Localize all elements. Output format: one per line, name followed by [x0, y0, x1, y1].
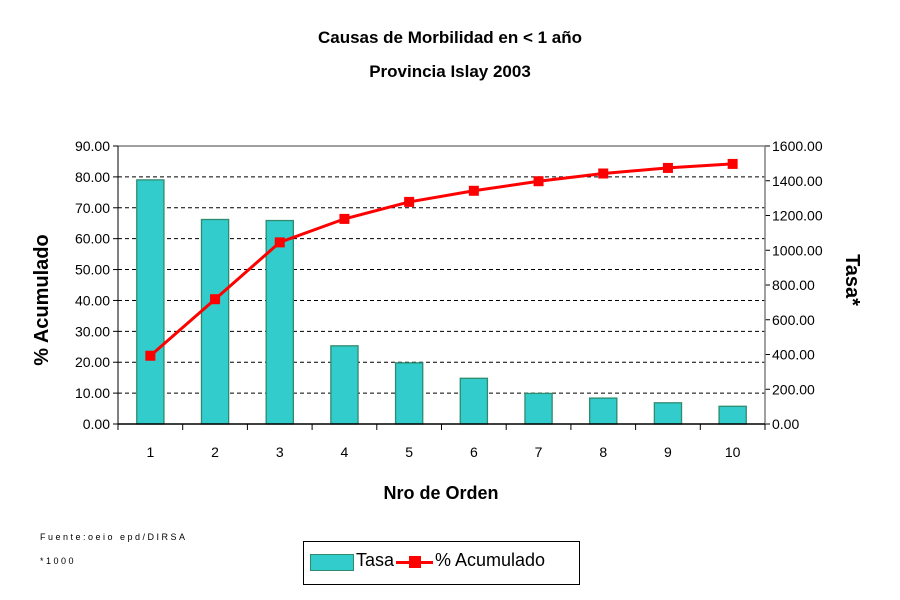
line-acumulado — [149, 162, 733, 357]
y-tick-label-left: 90.00 — [75, 138, 110, 154]
y-tick-label-right: 1000.00 — [772, 242, 823, 258]
x-tick-label: 7 — [535, 444, 543, 460]
y-tick-label-left: 10.00 — [75, 385, 110, 401]
point-acumulado — [210, 294, 221, 305]
bar-tasa — [589, 397, 618, 425]
y-tick-label-left: 40.00 — [75, 292, 110, 308]
point-acumulado — [727, 158, 738, 169]
y-tick-label-left: 50.00 — [75, 262, 110, 278]
bar-tasa — [200, 218, 230, 425]
point-acumulado — [468, 185, 479, 196]
footnote: *1000 — [40, 556, 77, 566]
point-acumulado — [404, 196, 415, 207]
x-tick-label: 4 — [341, 444, 349, 460]
bar-tasa — [459, 377, 489, 425]
x-tick-label: 2 — [211, 444, 219, 460]
x-tick-label: 8 — [599, 444, 607, 460]
bar-tasa — [394, 362, 424, 425]
x-tick-label: 9 — [664, 444, 672, 460]
point-acumulado — [145, 350, 156, 361]
source-note: Fuente:oeio epd/DIRSA — [40, 532, 188, 542]
y-tick-label-right: 800.00 — [772, 277, 815, 293]
y-tick-label-left: 80.00 — [75, 169, 110, 185]
bar-tasa — [653, 402, 683, 425]
x-axis-title: Nro de Orden — [383, 483, 498, 503]
x-tick-label: 1 — [146, 444, 154, 460]
chart-subtitle: Provincia Islay 2003 — [369, 62, 531, 81]
point-acumulado — [662, 162, 673, 173]
x-tick-label: 3 — [276, 444, 284, 460]
legend-label-tasa: Tasa — [356, 550, 395, 570]
bar-tasa — [330, 345, 359, 425]
legend-marker-acumulado — [409, 556, 421, 568]
point-acumulado — [598, 168, 609, 179]
legend: Tasa % Acumulado — [303, 541, 580, 585]
x-tick-label: 5 — [405, 444, 413, 460]
y-tick-label-right: 400.00 — [772, 347, 815, 363]
chart-title: Causas de Morbilidad en < 1 año — [317, 28, 583, 47]
legend-label-acumulado: % Acumulado — [435, 550, 546, 570]
y-tick-label-right: 200.00 — [772, 381, 815, 397]
y-tick-label-left: 30.00 — [75, 323, 110, 339]
point-acumulado — [274, 237, 285, 248]
point-acumulado — [533, 176, 544, 187]
y-tick-label-left: 20.00 — [75, 354, 110, 370]
y-axis-title-right: Tasa* — [841, 254, 863, 306]
bar-tasa — [265, 219, 294, 425]
bar-tasa — [524, 392, 553, 425]
y-axis-title-left: % Acumulado — [31, 234, 53, 366]
y-tick-label-right: 1400.00 — [772, 173, 823, 189]
bar-tasa — [718, 405, 747, 425]
y-tick-label-right: 1600.00 — [772, 138, 823, 154]
x-tick-label: 6 — [470, 444, 478, 460]
y-tick-label-right: 0.00 — [772, 416, 799, 432]
x-tick-label: 10 — [725, 444, 741, 460]
y-tick-label-right: 600.00 — [772, 312, 815, 328]
y-tick-label-left: 60.00 — [75, 231, 110, 247]
y-tick-label-left: 0.00 — [83, 416, 110, 432]
y-tick-label-left: 70.00 — [75, 200, 110, 216]
point-acumulado — [339, 213, 350, 224]
bar-tasa — [136, 179, 165, 425]
legend-swatch-tasa — [310, 554, 354, 571]
y-tick-label-right: 1200.00 — [772, 208, 823, 224]
